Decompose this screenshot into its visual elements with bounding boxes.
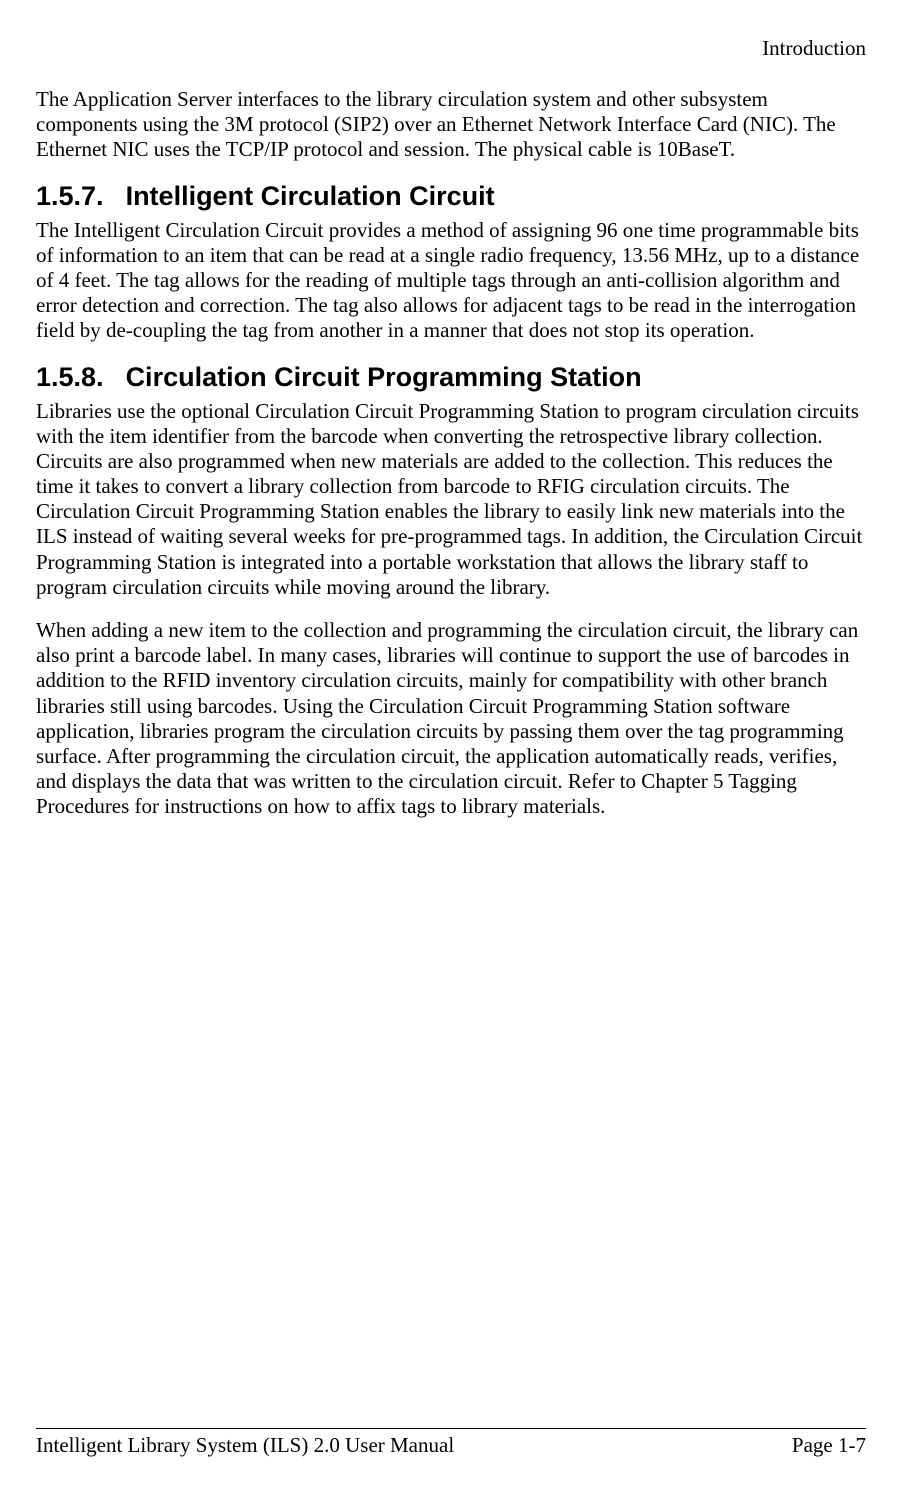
section-157-heading: 1.5.7. Intelligent Circulation Circuit [36,181,866,212]
section-157-title: Intelligent Circulation Circuit [126,181,495,212]
page-footer: Intelligent Library System (ILS) 2.0 Use… [36,1428,866,1494]
footer-line: Intelligent Library System (ILS) 2.0 Use… [36,1433,866,1458]
section-157-number: 1.5.7. [36,181,104,212]
section-158-body1: Libraries use the optional Circulation C… [36,399,866,601]
section-158-heading: 1.5.8. Circulation Circuit Programming S… [36,362,866,393]
page-content: The Application Server interfaces to the… [36,87,866,1428]
section-158-number: 1.5.8. [36,362,104,393]
manual-title: Intelligent Library System (ILS) 2.0 Use… [36,1433,454,1458]
page-header: Introduction [36,36,866,61]
document-page: Introduction The Application Server inte… [0,0,902,1494]
footer-rule [36,1428,866,1429]
chapter-name: Introduction [762,36,866,60]
intro-paragraph: The Application Server interfaces to the… [36,87,866,163]
section-157-body: The Intelligent Circulation Circuit prov… [36,218,866,344]
section-158-title: Circulation Circuit Programming Station [126,362,642,393]
page-number: Page 1-7 [792,1433,866,1458]
section-158-body2: When adding a new item to the collection… [36,618,866,820]
